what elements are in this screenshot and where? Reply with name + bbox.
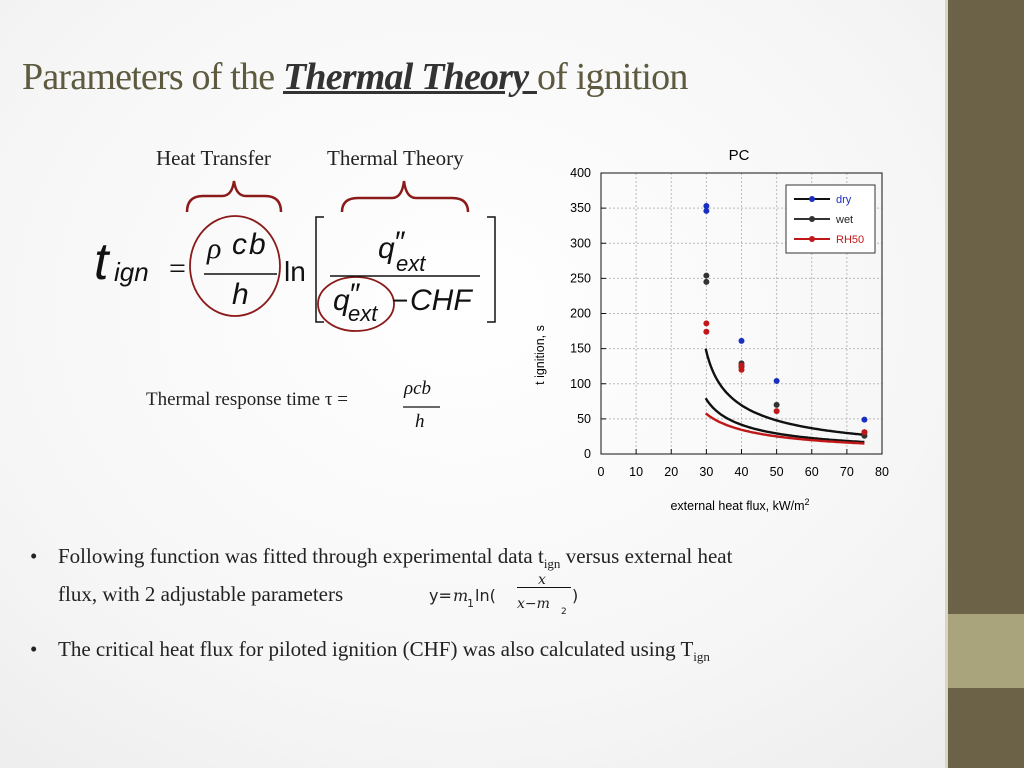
eq-chf: CHF	[410, 284, 472, 317]
qext-ellipse	[317, 276, 395, 332]
y-tick-label: 50	[577, 412, 591, 426]
data-point-rh50	[703, 320, 710, 327]
left-bracket	[315, 216, 324, 323]
data-point-dry	[861, 416, 868, 423]
eq-rho: ρ	[207, 232, 222, 265]
eq-ln: ln	[284, 256, 306, 287]
bullet-dot: •	[30, 544, 38, 568]
y-tick-label: 150	[570, 342, 591, 356]
eq-minus: −	[392, 285, 409, 316]
slide-title: Parameters of the Thermal Theory of igni…	[22, 55, 688, 99]
data-point-rh50	[703, 328, 710, 335]
chart-title: PC	[729, 147, 750, 164]
title-pre: Parameters of the	[22, 56, 283, 98]
title-post: of ignition	[536, 56, 688, 98]
eq-q-top: q	[378, 232, 395, 265]
response-time-label: Thermal response time τ =	[146, 389, 348, 410]
eq-ext-bottom: ext	[348, 301, 378, 326]
eq-t: t	[94, 233, 109, 291]
x-tick-label: 80	[875, 465, 889, 479]
fit-curve-dry	[704, 348, 865, 436]
data-point-dry	[738, 337, 745, 344]
bullet-2-text: The critical heat flux for piloted ignit…	[58, 637, 710, 665]
fit-formula: y= m 1 ln( x x−m 2 )	[429, 572, 579, 617]
y-tick-label: 200	[570, 307, 591, 321]
response-numerator: ρcb	[404, 378, 432, 399]
legend-marker-dry	[809, 196, 815, 202]
sidebar-edge	[945, 0, 948, 768]
y-tick-label: 250	[570, 271, 591, 285]
data-point-wet	[703, 278, 710, 285]
y-tick-label: 0	[584, 447, 591, 461]
response-denominator: h	[415, 411, 425, 432]
legend-marker-wet	[809, 216, 815, 222]
data-point-rh50	[773, 408, 780, 415]
data-point-wet	[703, 272, 710, 279]
bullet-dot: •	[30, 637, 38, 661]
x-tick-label: 20	[664, 465, 678, 479]
thermal-theory-label: Thermal Theory	[327, 146, 464, 170]
eq-ext-top: ext	[396, 251, 426, 276]
x-axis-label: external heat flux, kW/m2	[670, 497, 809, 513]
heat-transfer-ellipse	[189, 215, 281, 317]
data-point-rh50	[738, 366, 745, 373]
data-point-dry	[773, 377, 780, 384]
equation-graphics	[185, 180, 496, 408]
title-emphasis: Thermal Theory	[283, 56, 537, 98]
x-tick-label: 0	[598, 465, 605, 479]
y-tick-label: 400	[570, 166, 591, 180]
eq-q-bottom: q	[333, 284, 350, 317]
y-tick-label: 300	[570, 236, 591, 250]
x-tick-label: 60	[805, 465, 819, 479]
eq-ign-subscript: ign	[114, 257, 149, 287]
x-tick-label: 10	[629, 465, 643, 479]
data-point-rh50	[738, 362, 745, 369]
data-point-dry	[703, 207, 710, 214]
eq-h: h	[232, 278, 249, 311]
y-tick-label: 100	[570, 377, 591, 391]
eq-dprime-top: ″	[395, 226, 406, 259]
legend-label-dry: dry	[836, 194, 852, 206]
data-point-wet	[773, 401, 780, 408]
legend-label-rh50: RH50	[836, 234, 864, 246]
thermal-theory-brace	[340, 180, 470, 213]
eq-dprime-bottom: ″	[350, 278, 361, 311]
heat-transfer-brace	[185, 180, 283, 213]
legend-label-wet: wet	[835, 214, 853, 226]
fit-curve-wet	[704, 397, 865, 444]
heat-transfer-label: Heat Transfer	[156, 146, 271, 170]
y-tick-label: 350	[570, 201, 591, 215]
fit-curve-rh50	[704, 412, 865, 445]
x-tick-label: 40	[735, 465, 749, 479]
bullet-1-text: Following function was fitted through ex…	[58, 544, 733, 607]
eq-equals: =	[169, 252, 186, 285]
x-tick-label: 30	[699, 465, 713, 479]
eq-cb: cb	[232, 228, 268, 261]
ignition-time-chart: PC 0 10 20 30 40 50 60 70 80 0 50 100 150 200 250 300 35…	[533, 147, 889, 513]
y-axis-label: t ignition, s	[533, 325, 547, 385]
right-bracket	[487, 216, 496, 323]
legend-marker-rh50	[809, 236, 815, 242]
x-tick-label: 50	[770, 465, 784, 479]
data-point-dry	[703, 203, 710, 210]
x-tick-label: 70	[840, 465, 854, 479]
data-point-rh50	[861, 429, 868, 436]
decorative-sidebar-accent	[948, 614, 1024, 688]
